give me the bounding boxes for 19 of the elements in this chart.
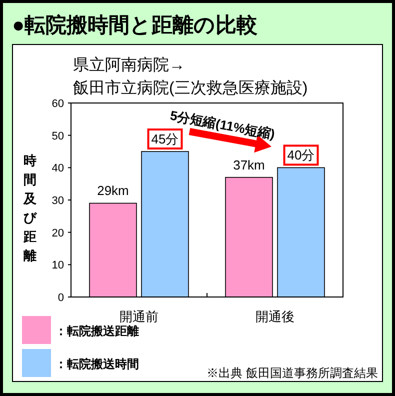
legend-label: ：転院搬送時間 <box>55 357 139 371</box>
chart-title: ●転院搬時間と距離の比較 <box>12 13 259 37</box>
y-tick-label: 30 <box>52 195 64 207</box>
data-label: 40分 <box>287 148 315 163</box>
chart-subtitle: 県立阿南病院→ 飯田市立病院(三次救急医療施設) <box>73 56 308 97</box>
y-tick-label: 40 <box>52 162 64 175</box>
y-axis-title: 時間及び距離 <box>22 153 38 263</box>
legend-label: ：転院搬送距離 <box>55 324 139 338</box>
y-tick-label: 20 <box>52 227 64 240</box>
data-label: 37km <box>233 157 265 172</box>
data-label: 45分 <box>151 132 179 146</box>
x-tick-label: 開通前 <box>120 309 158 324</box>
data-label: 29km <box>97 183 129 198</box>
text: ※出典 飯田国道事務所調査結果 <box>206 366 378 380</box>
y-tick-label: 60 <box>52 98 64 110</box>
y-tick-label: 50 <box>52 130 64 142</box>
y-tick-label: 0 <box>58 292 64 304</box>
x-tick-label: 開通後 <box>256 309 294 324</box>
y-tick-label: 10 <box>52 260 64 272</box>
